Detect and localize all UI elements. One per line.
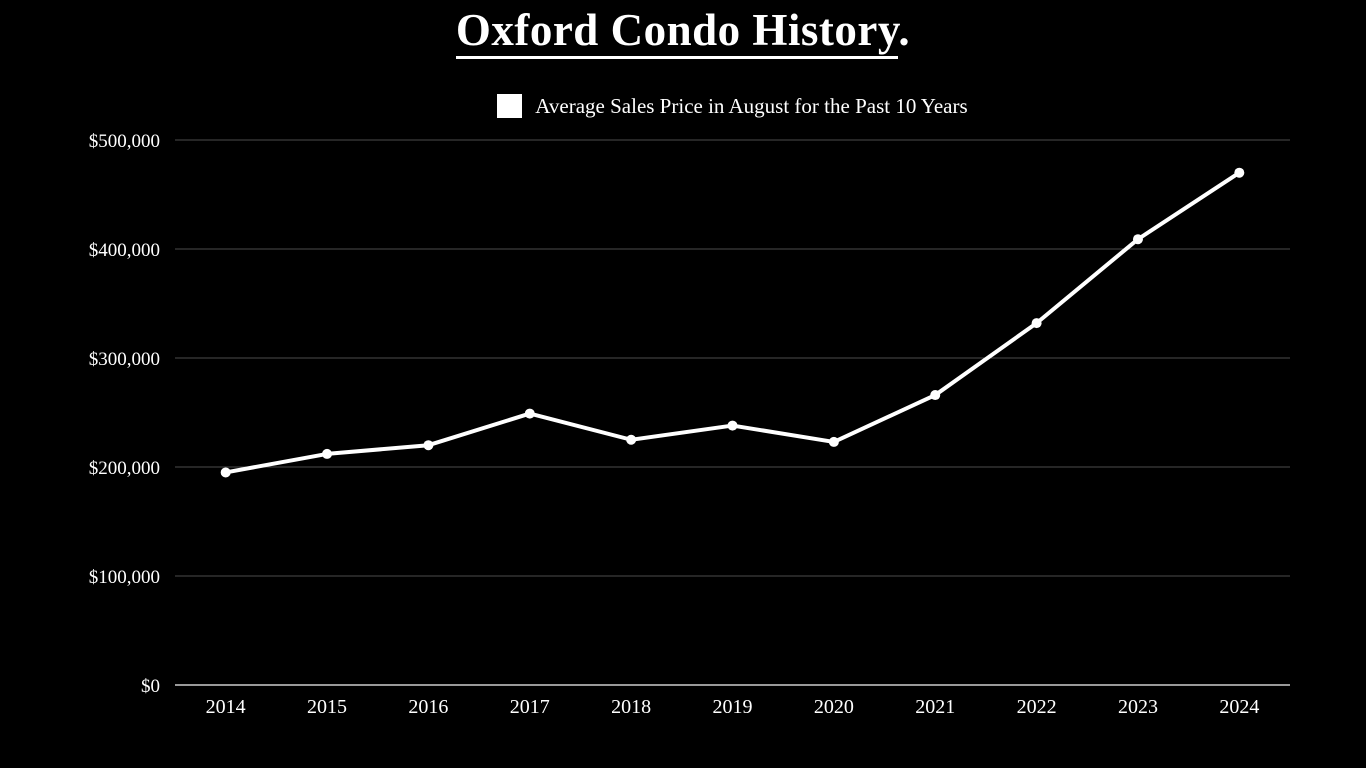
x-tick-label: 2016 bbox=[408, 696, 448, 718]
x-tick-label: 2021 bbox=[915, 696, 955, 718]
data-point-2014 bbox=[220, 467, 231, 478]
x-tick-label: 2024 bbox=[1219, 696, 1259, 718]
x-tick-label: 2014 bbox=[206, 696, 246, 718]
data-point-2017 bbox=[524, 408, 535, 419]
chart-title-period: . bbox=[898, 5, 911, 55]
data-point-2015 bbox=[322, 448, 333, 459]
y-tick-label: $0 bbox=[141, 676, 160, 697]
x-tick-label: 2020 bbox=[814, 696, 854, 718]
x-tick-label: 2019 bbox=[713, 696, 753, 718]
y-tick-label: $200,000 bbox=[89, 458, 160, 479]
legend: Average Sales Price in August for the Pa… bbox=[175, 94, 1290, 118]
legend-label: Average Sales Price in August for the Pa… bbox=[535, 93, 968, 118]
legend-swatch-icon bbox=[497, 94, 523, 118]
chart-title-text: Oxford Condo History bbox=[455, 5, 899, 59]
data-point-2016 bbox=[423, 440, 434, 451]
x-tick-label: 2023 bbox=[1118, 696, 1158, 718]
data-point-2023 bbox=[1132, 234, 1143, 245]
data-point-2019 bbox=[727, 420, 738, 431]
data-point-2022 bbox=[1031, 318, 1042, 329]
y-tick-label: $300,000 bbox=[89, 349, 160, 370]
y-tick-label: $400,000 bbox=[89, 240, 160, 261]
y-tick-label: $100,000 bbox=[89, 567, 160, 588]
y-tick-label: $500,000 bbox=[89, 131, 160, 152]
data-point-2024 bbox=[1234, 167, 1245, 178]
data-point-2020 bbox=[828, 436, 839, 447]
x-tick-label: 2018 bbox=[611, 696, 651, 718]
x-tick-label: 2017 bbox=[510, 696, 550, 718]
data-point-2018 bbox=[626, 434, 637, 445]
page-title: Oxford Condo History. bbox=[0, 2, 1366, 59]
data-point-2021 bbox=[930, 390, 941, 401]
x-tick-label: 2022 bbox=[1017, 696, 1057, 718]
x-tick-label: 2015 bbox=[307, 696, 347, 718]
